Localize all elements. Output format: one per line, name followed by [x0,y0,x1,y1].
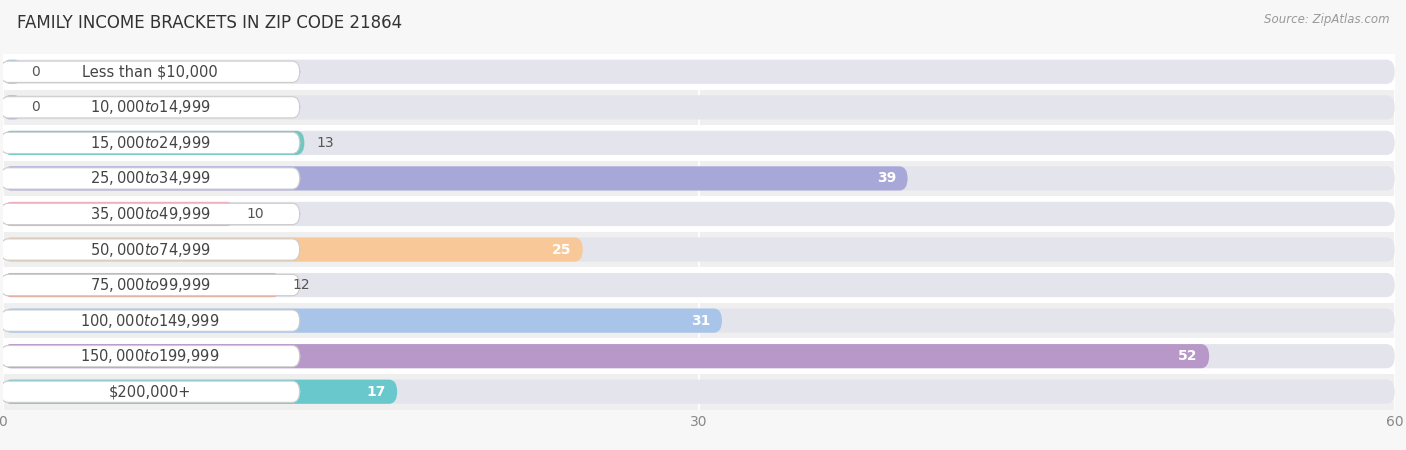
Text: $50,000 to $74,999: $50,000 to $74,999 [90,240,211,258]
Text: $100,000 to $149,999: $100,000 to $149,999 [80,311,219,329]
Text: $200,000+: $200,000+ [108,384,191,399]
FancyBboxPatch shape [0,274,299,296]
FancyBboxPatch shape [3,309,723,333]
FancyBboxPatch shape [0,61,299,82]
FancyBboxPatch shape [3,131,305,155]
FancyBboxPatch shape [3,273,281,297]
Text: Source: ZipAtlas.com: Source: ZipAtlas.com [1264,14,1389,27]
FancyBboxPatch shape [3,95,21,119]
Text: $15,000 to $24,999: $15,000 to $24,999 [90,134,211,152]
FancyBboxPatch shape [3,60,21,84]
FancyBboxPatch shape [3,309,1395,333]
FancyBboxPatch shape [0,381,299,402]
Text: 31: 31 [690,314,710,328]
FancyBboxPatch shape [3,238,1395,261]
Text: 25: 25 [551,243,571,256]
FancyBboxPatch shape [0,168,299,189]
FancyBboxPatch shape [3,95,1395,119]
Text: 0: 0 [31,100,39,114]
FancyBboxPatch shape [0,239,299,260]
FancyBboxPatch shape [3,166,1395,190]
Text: 0: 0 [31,65,39,79]
FancyBboxPatch shape [3,238,583,261]
Bar [3,90,1395,125]
Text: 39: 39 [877,171,896,185]
Bar [3,232,1395,267]
Bar [3,125,1395,161]
Text: 52: 52 [1178,349,1198,363]
Bar [3,338,1395,374]
FancyBboxPatch shape [0,132,299,153]
Text: $35,000 to $49,999: $35,000 to $49,999 [90,205,211,223]
FancyBboxPatch shape [0,203,299,225]
Text: $10,000 to $14,999: $10,000 to $14,999 [90,99,211,116]
FancyBboxPatch shape [3,344,1209,368]
Text: Less than $10,000: Less than $10,000 [82,64,218,79]
FancyBboxPatch shape [3,273,1395,297]
FancyBboxPatch shape [3,380,1395,404]
FancyBboxPatch shape [3,344,1395,368]
Bar [3,303,1395,338]
Text: $75,000 to $99,999: $75,000 to $99,999 [90,276,211,294]
Text: FAMILY INCOME BRACKETS IN ZIP CODE 21864: FAMILY INCOME BRACKETS IN ZIP CODE 21864 [17,14,402,32]
FancyBboxPatch shape [3,202,235,226]
FancyBboxPatch shape [0,346,299,367]
Text: 12: 12 [292,278,311,292]
FancyBboxPatch shape [0,310,299,331]
FancyBboxPatch shape [3,380,398,404]
Text: $25,000 to $34,999: $25,000 to $34,999 [90,170,211,187]
Text: 17: 17 [366,385,385,399]
Text: 10: 10 [246,207,264,221]
Bar [3,374,1395,410]
FancyBboxPatch shape [3,166,908,190]
Text: 13: 13 [316,136,333,150]
FancyBboxPatch shape [3,202,1395,226]
Bar [3,161,1395,196]
Bar [3,196,1395,232]
FancyBboxPatch shape [0,97,299,118]
Text: $150,000 to $199,999: $150,000 to $199,999 [80,347,219,365]
FancyBboxPatch shape [3,131,1395,155]
FancyBboxPatch shape [3,60,1395,84]
Bar [3,267,1395,303]
Bar [3,54,1395,90]
